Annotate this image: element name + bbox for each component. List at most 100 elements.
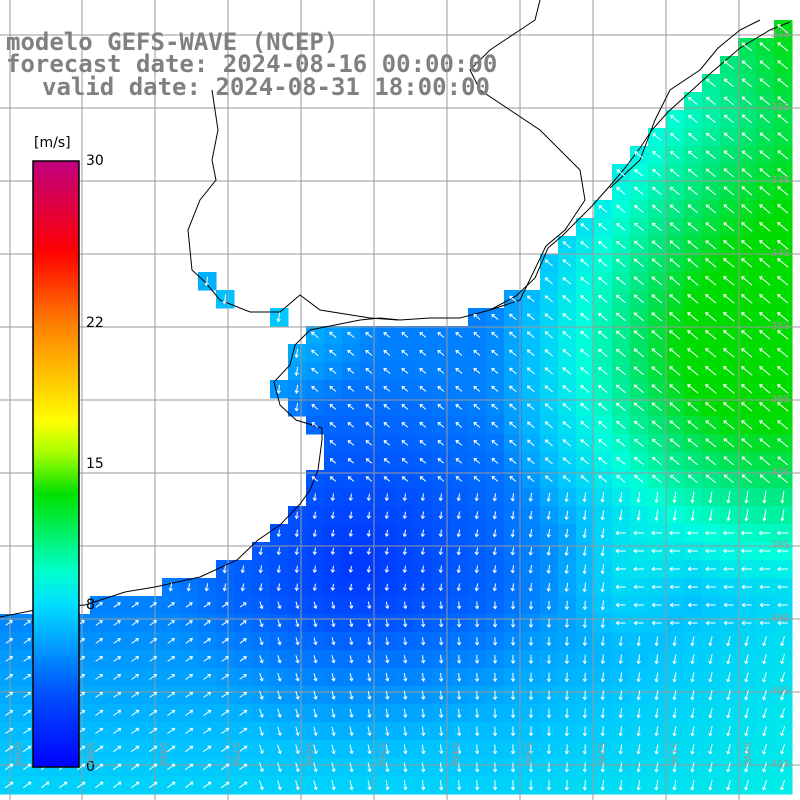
wind-arrow bbox=[437, 404, 445, 410]
wind-arrow bbox=[491, 385, 499, 392]
wind-arrow bbox=[544, 277, 553, 285]
wind-arrow bbox=[705, 240, 717, 250]
wind-arrow bbox=[615, 366, 626, 376]
wind-arrow bbox=[598, 330, 608, 339]
wind-arrow bbox=[562, 367, 572, 375]
wind-arrow bbox=[705, 150, 716, 160]
wind-arrow bbox=[615, 294, 626, 304]
wind-arrow bbox=[741, 312, 753, 322]
wind-arrow bbox=[633, 366, 645, 376]
wind-arrow bbox=[598, 259, 608, 267]
wind-arrow bbox=[705, 96, 716, 105]
latitude-label: 39S bbox=[771, 613, 791, 624]
wind-arrow bbox=[401, 367, 409, 374]
wind-arrow bbox=[294, 366, 299, 377]
wind-arrow bbox=[633, 294, 644, 304]
wind-arrow bbox=[598, 384, 608, 393]
wind-arrow bbox=[687, 240, 699, 250]
wind-arrow bbox=[670, 132, 680, 141]
colorbar-tick-label: 30 bbox=[86, 153, 104, 169]
wind-arrow bbox=[741, 222, 753, 232]
wind-arrow bbox=[526, 349, 535, 357]
wind-arrow bbox=[419, 367, 427, 374]
wind-arrow bbox=[741, 150, 753, 160]
wind-arrow bbox=[365, 386, 373, 392]
wind-arrow bbox=[670, 150, 680, 159]
wind-arrow bbox=[759, 78, 771, 88]
wind-arrow bbox=[598, 276, 608, 285]
wind-arrow bbox=[365, 349, 373, 356]
wind-arrow bbox=[401, 331, 409, 338]
wind-arrow bbox=[705, 168, 716, 178]
wind-arrow bbox=[741, 276, 753, 286]
wind-arrow bbox=[687, 276, 699, 286]
wind-arrow bbox=[491, 313, 499, 320]
latitude-label: 35S bbox=[771, 321, 791, 332]
wind-arrow bbox=[580, 313, 590, 321]
wind-arrow bbox=[687, 204, 699, 214]
wind-arrow bbox=[473, 313, 481, 320]
wind-arrow bbox=[777, 312, 789, 322]
wind-arrow bbox=[759, 42, 771, 52]
wind-arrow bbox=[509, 403, 517, 411]
longitude-label: 53W bbox=[522, 742, 533, 765]
wind-arrow bbox=[759, 168, 771, 178]
wind-arrow bbox=[651, 222, 662, 232]
wind-arrow bbox=[777, 96, 789, 106]
wind-arrow bbox=[311, 404, 319, 410]
wind-arrow bbox=[759, 348, 771, 358]
wind-arrow bbox=[633, 222, 644, 231]
longitude-label: 60W bbox=[12, 742, 23, 765]
wind-arrow bbox=[741, 60, 753, 70]
wind-arrow bbox=[544, 313, 554, 321]
wind-arrow bbox=[687, 222, 699, 232]
wind-arrow bbox=[616, 169, 626, 177]
wind-arrow bbox=[723, 258, 735, 268]
wind-arrow bbox=[509, 349, 517, 357]
wind-arrow bbox=[777, 186, 789, 196]
wind-arrow bbox=[652, 168, 662, 177]
wind-arrow bbox=[473, 349, 481, 356]
wind-arrow bbox=[759, 366, 771, 376]
wind-arrow bbox=[741, 42, 753, 52]
wind-arrow bbox=[455, 367, 463, 374]
wind-arrow bbox=[437, 349, 445, 356]
wind-arrow bbox=[598, 348, 608, 357]
wind-arrow bbox=[741, 132, 753, 142]
wind-arrow bbox=[562, 385, 572, 393]
wind-arrow bbox=[669, 186, 680, 196]
wind-arrow bbox=[634, 204, 644, 213]
wind-arrow bbox=[562, 331, 572, 339]
wind-arrow bbox=[616, 258, 626, 267]
wind-arrow bbox=[741, 258, 753, 268]
latitude-label: 38S bbox=[771, 540, 791, 551]
wind-arrow bbox=[705, 294, 717, 304]
latitude-label: 33S bbox=[771, 175, 791, 186]
wind-arrow bbox=[723, 114, 734, 124]
wind-arrow bbox=[759, 132, 771, 142]
wind-arrow bbox=[651, 258, 663, 268]
wind-arrow bbox=[705, 186, 717, 196]
wind-arrow bbox=[509, 385, 517, 393]
wind-arrow bbox=[509, 295, 517, 303]
longitude-label: 56W bbox=[303, 742, 314, 765]
wind-arrow bbox=[615, 330, 626, 340]
wind-arrow bbox=[759, 222, 771, 232]
wind-arrow bbox=[651, 366, 663, 376]
latitude-label: 36S bbox=[771, 394, 791, 405]
wind-arrow bbox=[526, 295, 535, 303]
coastline bbox=[0, 21, 791, 618]
wind-arrow bbox=[598, 241, 608, 249]
wind-arrow bbox=[687, 168, 698, 178]
latitude-label: 31S bbox=[771, 29, 791, 40]
wind-arrow bbox=[705, 222, 717, 232]
wind-arrow bbox=[634, 186, 644, 195]
wind-arrow bbox=[419, 349, 427, 356]
wind-arrow bbox=[347, 331, 355, 338]
wind-arrow bbox=[777, 222, 789, 232]
wind-arrow bbox=[526, 367, 535, 375]
wind-arrow bbox=[562, 313, 572, 321]
wind-arrow bbox=[580, 385, 590, 393]
wind-arrow bbox=[544, 331, 554, 339]
wind-arrow bbox=[633, 384, 644, 394]
